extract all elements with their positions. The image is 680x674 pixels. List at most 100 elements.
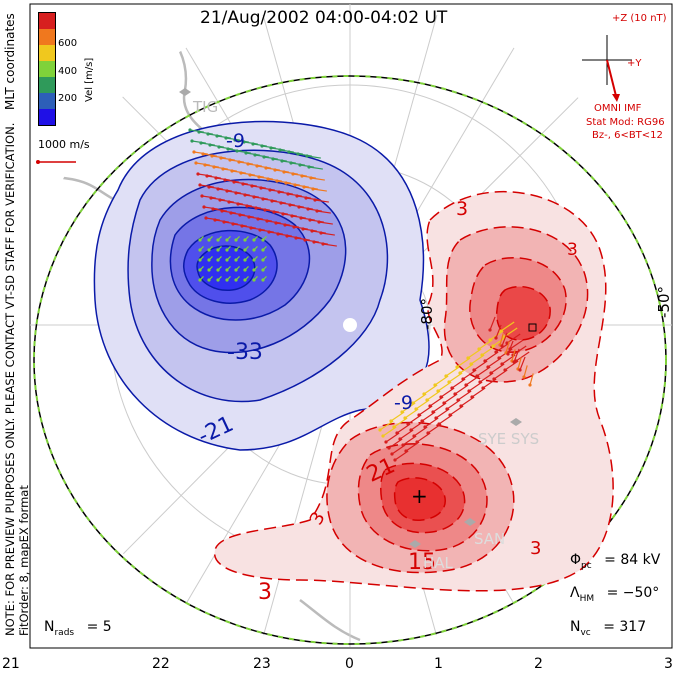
velocity-vector-origin [205,174,209,178]
velocity-vector-origin [216,278,220,282]
velocity-vector-origin [262,155,266,159]
velocity-vector-origin [459,404,463,408]
velocity-vector-origin [260,144,264,148]
velocity-vector [284,224,299,228]
velocity-vector-origin [281,212,285,216]
velocity-vector-origin [250,184,254,188]
velocity-vector-origin [230,169,234,173]
velocity-vector-origin [194,161,198,165]
velocity-vector [246,205,261,209]
velocity-vector-origin [475,374,479,378]
velocity-vector-origin [488,328,492,332]
velocity-vector [286,235,301,239]
velocity-vector [217,188,232,192]
velocity-vector-origin [395,431,399,435]
velocity-vector-origin [207,268,211,272]
imf-z-label: +Z (10 nT) [612,13,667,24]
velocity-vector-origin [425,398,429,402]
velocity-vector-origin [321,242,325,246]
velocity-vector [254,154,269,158]
velocity-vector-origin [300,174,304,178]
velocity-vector-origin [304,196,308,200]
mlt-tick-21: 21 [2,656,20,672]
velocity-vector-origin [488,338,492,342]
velocity-vector-origin [261,258,265,262]
velocity-vector [280,202,295,206]
velocity-vector-origin [390,452,394,456]
pole-marker [343,318,357,332]
velocity-vector-origin [216,187,220,191]
velocity-vector [255,207,270,211]
velocity-vector-origin [249,226,253,230]
velocity-vector-origin [293,183,297,187]
mlt-tick-23: 23 [253,656,271,672]
velocity-vector-origin [294,236,298,240]
velocity-vector-origin [302,185,306,189]
velocity-vector [220,157,235,161]
velocity-vector-origin [261,268,265,272]
velocity-vector-origin [467,389,471,393]
velocity-vector-origin [243,258,247,262]
velocity-vector [266,220,281,224]
velocity-vector-origin [198,268,202,272]
fit-order-label: FitOrder: 8, mapEX format [17,485,31,636]
velocity-vector [519,356,526,371]
velocity-vector-origin [221,167,225,171]
velocity-vector-origin [261,278,265,282]
velocity-vector-origin [198,183,202,187]
velocity-vector-origin [257,175,261,179]
velocity-vector [523,365,528,378]
velocity-vector-origin [247,215,251,219]
velocity-vector-origin [246,162,250,166]
velocity-vector-origin [252,258,256,262]
velocity-vector-origin [192,150,196,154]
velocity-vector-origin [469,362,473,366]
velocity-vector-origin [276,232,280,236]
velocity-vector [247,163,262,167]
velocity-vector-origin [433,383,437,387]
velocity-vector [193,151,208,155]
velocity-vector-origin [448,413,452,417]
velocity-vector [212,208,227,212]
velocity-vector [495,324,502,339]
velocity-vector [275,222,290,226]
velocity-vector [297,153,312,157]
velocity-vector [288,151,303,155]
velocity-vector [260,187,275,191]
velocity-vector-origin [434,416,438,420]
velocity-vector [233,181,248,185]
colorbar-tick-200: 200 [58,93,78,104]
velocity-vector-origin [252,248,256,252]
velocity-vector-origin [480,353,484,357]
station-markers [179,88,522,548]
radar-count: Nrads = 5 [44,619,112,638]
velocity-vector-origin [313,198,317,202]
velocity-vector [274,169,289,173]
velocity-vector [305,197,320,201]
velocity-vector-origin [254,206,258,210]
velocity-vector-origin [219,156,223,160]
velocity-vector-origin [267,230,271,234]
velocity-vector-origin [270,199,274,203]
contour-label: 3 [567,240,578,260]
velocity-vector-origin [227,200,231,204]
velocity-vector-origin [283,223,287,227]
velocity-vector [517,357,522,370]
velocity-vector-origin [198,258,202,262]
velocity-vector [262,198,277,202]
velocity-vector [232,223,247,227]
velocity-vector [300,217,315,221]
velocity-vector [211,155,226,159]
velocity-vector [276,180,291,184]
velocity-vector-origin [315,209,319,213]
velocity-vector-origin [243,268,247,272]
velocity-vector-origin [442,401,446,405]
velocity-vector [290,162,305,166]
velocity-vector-origin [522,375,526,379]
velocity-vector [529,373,534,386]
velocity-vector [191,140,206,144]
velocity-vector-origin [381,434,385,438]
velocity-vector [507,340,514,355]
velocity-vector-origin [310,229,314,233]
velocity-vector-origin [312,240,316,244]
